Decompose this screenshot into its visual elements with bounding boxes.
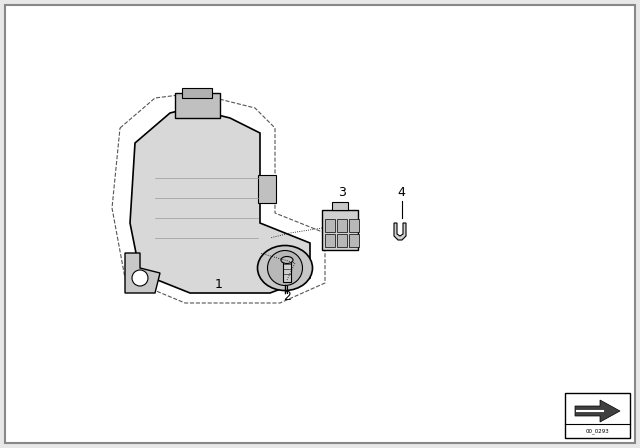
- FancyBboxPatch shape: [337, 234, 347, 247]
- FancyBboxPatch shape: [5, 5, 635, 443]
- FancyBboxPatch shape: [349, 219, 359, 232]
- FancyBboxPatch shape: [565, 393, 630, 438]
- FancyBboxPatch shape: [258, 175, 276, 203]
- FancyBboxPatch shape: [332, 202, 348, 210]
- FancyBboxPatch shape: [182, 88, 212, 98]
- FancyBboxPatch shape: [283, 262, 291, 282]
- FancyBboxPatch shape: [325, 234, 335, 247]
- FancyBboxPatch shape: [337, 219, 347, 232]
- Circle shape: [132, 270, 148, 286]
- Text: 4: 4: [397, 186, 405, 199]
- FancyBboxPatch shape: [349, 234, 359, 247]
- Polygon shape: [394, 223, 406, 240]
- FancyBboxPatch shape: [325, 219, 335, 232]
- Ellipse shape: [268, 250, 303, 285]
- Text: 3: 3: [338, 186, 346, 199]
- FancyBboxPatch shape: [175, 93, 220, 118]
- Text: 1: 1: [215, 278, 223, 291]
- Polygon shape: [130, 108, 310, 293]
- Ellipse shape: [281, 257, 293, 263]
- Polygon shape: [125, 253, 160, 293]
- Polygon shape: [575, 400, 620, 422]
- Ellipse shape: [257, 246, 312, 290]
- Text: 2: 2: [283, 290, 291, 303]
- Text: 00_0293: 00_0293: [586, 428, 609, 434]
- FancyBboxPatch shape: [322, 210, 358, 250]
